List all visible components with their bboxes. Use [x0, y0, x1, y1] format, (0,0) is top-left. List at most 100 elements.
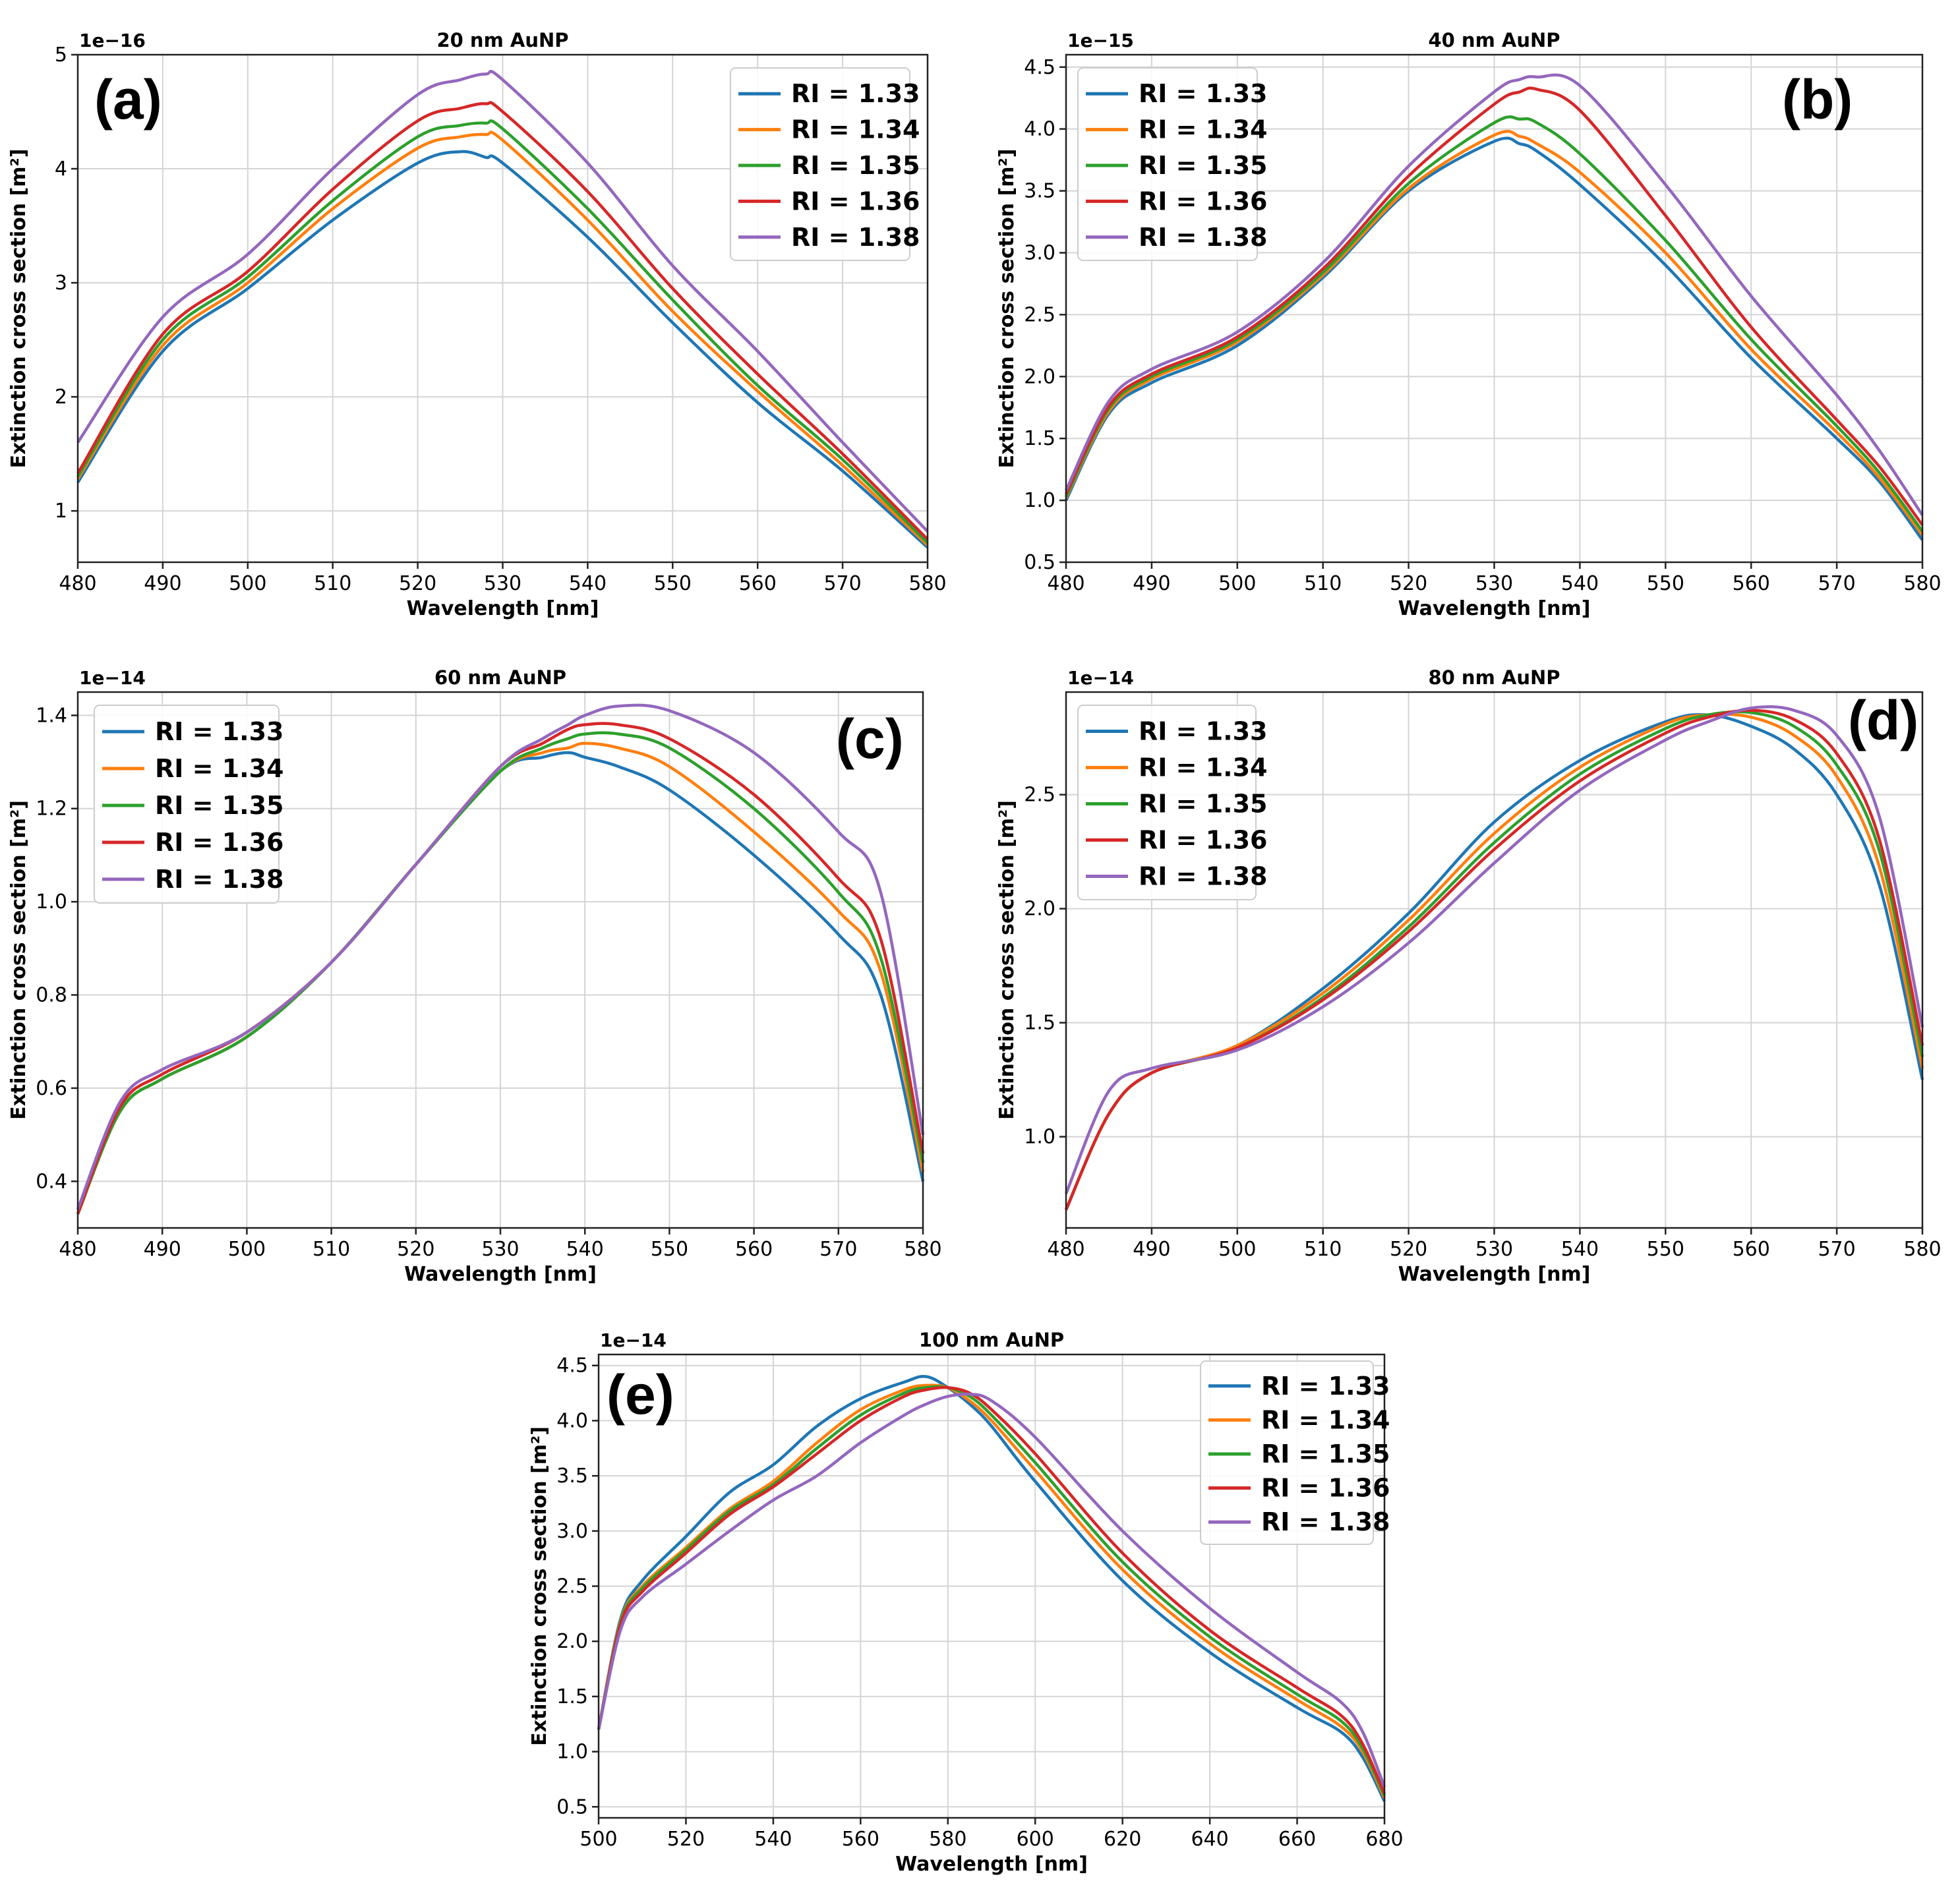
legend: RI = 1.33 RI = 1.34 RI = 1.35 RI = 1.36 RI =…: [1200, 1360, 1390, 1545]
legend-entry-1-34: RI = 1.34: [791, 115, 920, 144]
x-tick-label: 500: [228, 1238, 266, 1261]
series-line-1-38: [76, 70, 929, 533]
legend-entry-1-35: RI = 1.35: [1261, 1440, 1390, 1469]
y-tick-label: 1.0: [556, 1741, 588, 1764]
y-tick-label: 0.5: [1024, 551, 1055, 574]
y-tick-label: 3: [55, 272, 67, 295]
y-tick-label: 3.0: [556, 1520, 588, 1543]
y-tick-label: 2: [55, 386, 67, 409]
x-tick-label: 540: [754, 1828, 792, 1851]
x-tick-label: 640: [1191, 1828, 1228, 1851]
series-line-1-36: [597, 1385, 1386, 1795]
x-tick-label: 530: [1475, 1238, 1513, 1261]
legend-entry-1-36: RI = 1.36: [155, 828, 283, 857]
x-tick-label: 680: [1365, 1828, 1403, 1851]
x-tick-label: 540: [569, 572, 607, 595]
legend-entry-1-38: RI = 1.38: [1139, 223, 1267, 252]
chart-panel-d: 480 490 500 510 520 530 540 550 560 570 580 1.0 1.5 2…: [995, 666, 1942, 1286]
series-line-1-38: [597, 1392, 1386, 1788]
series-line-1-34: [1064, 130, 1924, 537]
x-tick-label: 580: [1903, 572, 1941, 595]
legend-entry-1-36: RI = 1.36: [791, 187, 920, 216]
x-tick-label: 490: [1133, 1238, 1170, 1261]
panel-label: (c): [836, 708, 904, 770]
chart-title: 80 nm AuNP: [1428, 666, 1560, 689]
x-tick-label: 500: [229, 572, 266, 595]
y-tick-label: 1.5: [1024, 427, 1055, 450]
axis-offset-label: 1e−14: [600, 1329, 667, 1351]
y-tick-label: 2.5: [1024, 784, 1055, 807]
y-axis-label: Extinction cross section [m²]: [7, 149, 30, 469]
x-tick-label: 550: [654, 572, 692, 595]
x-tick-label: 550: [651, 1238, 688, 1261]
series-line-1-35: [76, 119, 929, 544]
series-line-1-36: [76, 722, 925, 1215]
series-line-1-36: [1064, 86, 1924, 526]
series-line-1-38: [1064, 705, 1924, 1194]
x-tick-label: 510: [312, 1238, 350, 1261]
legend: RI = 1.33 RI = 1.34 RI = 1.35 RI = 1.36 RI =…: [1077, 705, 1267, 900]
legend-entry-1-35: RI = 1.35: [155, 791, 283, 820]
chart-panel-e: 500 520 540 560 580 600 620 640 660 680 0.5 1.0 1.5 2…: [528, 1329, 1404, 1876]
legend-entry-1-36: RI = 1.36: [1139, 187, 1267, 216]
x-tick-label: 510: [314, 572, 351, 595]
y-tick-label: 1.0: [36, 890, 67, 914]
x-tick-label: 560: [739, 572, 777, 595]
x-tick-label: 600: [1017, 1828, 1054, 1851]
chart-panel-c: 480 490 500 510 520 530 540 550 560 570 580 0.4 0.6 0…: [7, 666, 942, 1286]
x-tick-label: 520: [397, 1238, 434, 1261]
x-tick-label: 570: [819, 1238, 857, 1261]
y-tick-label: 2.0: [1024, 898, 1055, 921]
legend-box: [1077, 705, 1257, 900]
x-tick-label: 540: [566, 1238, 604, 1261]
y-tick-label: 0.6: [36, 1077, 67, 1100]
legend-entry-1-33: RI = 1.33: [791, 79, 920, 108]
y-tick-label: 3.5: [556, 1465, 588, 1488]
x-tick-label: 500: [1218, 1238, 1256, 1261]
axis-offset-label: 1e−14: [79, 667, 146, 689]
y-tick-label: 2.5: [1024, 303, 1055, 326]
series-line-1-38: [1064, 73, 1924, 516]
legend-entry-1-34: RI = 1.34: [1261, 1405, 1390, 1434]
panel-label: (b): [1782, 69, 1853, 131]
y-tick-label: 4: [55, 158, 67, 181]
panel-label: (d): [1848, 689, 1918, 751]
series-line-1-33: [1064, 136, 1924, 541]
y-tick-label: 1.0: [1024, 1126, 1055, 1149]
y-axis-label: Extinction cross section [m²]: [995, 149, 1019, 469]
chart-panel-b: 480 490 500 510 520 530 540 550 560 570 580 0.5 1.0 1…: [995, 29, 1942, 620]
y-tick-label: 4.0: [1024, 118, 1055, 141]
x-tick-label: 520: [399, 572, 436, 595]
y-tick-label: 2.0: [1024, 365, 1055, 388]
legend-entry-1-33: RI = 1.33: [1139, 79, 1267, 108]
legend-box: [1200, 1360, 1374, 1545]
x-tick-label: 510: [1304, 572, 1342, 595]
x-tick-label: 510: [1304, 1238, 1342, 1261]
y-tick-label: 1.5: [556, 1685, 588, 1708]
legend-entry-1-38: RI = 1.38: [1139, 862, 1267, 891]
y-tick-label: 0.5: [556, 1795, 588, 1818]
x-tick-label: 500: [1218, 572, 1256, 595]
x-tick-label: 580: [908, 572, 946, 595]
y-tick-label: 4.5: [556, 1354, 588, 1378]
y-tick-label: 1.0: [1024, 489, 1055, 512]
y-tick-label: 4.0: [556, 1409, 588, 1432]
x-tick-label: 560: [1733, 1238, 1770, 1261]
chart-title: 20 nm AuNP: [436, 29, 568, 51]
x-tick-label: 570: [1818, 572, 1855, 595]
x-tick-label: 530: [484, 572, 521, 595]
x-axis-label: Wavelength [nm]: [1398, 597, 1591, 620]
legend-entry-1-33: RI = 1.33: [155, 717, 283, 746]
x-tick-label: 520: [1390, 1238, 1427, 1261]
axis-offset-label: 1e−14: [1067, 667, 1134, 689]
legend-entry-1-38: RI = 1.38: [155, 865, 283, 894]
x-tick-label: 560: [1733, 572, 1770, 595]
legend-entry-1-35: RI = 1.35: [791, 151, 920, 180]
series-line-1-36: [76, 101, 929, 540]
legend-entry-1-35: RI = 1.35: [1139, 151, 1267, 180]
y-tick-label: 0.8: [36, 984, 67, 1007]
x-tick-label: 490: [144, 572, 181, 595]
legend: RI = 1.33 RI = 1.34 RI = 1.35 RI = 1.36 RI =…: [1077, 67, 1267, 261]
